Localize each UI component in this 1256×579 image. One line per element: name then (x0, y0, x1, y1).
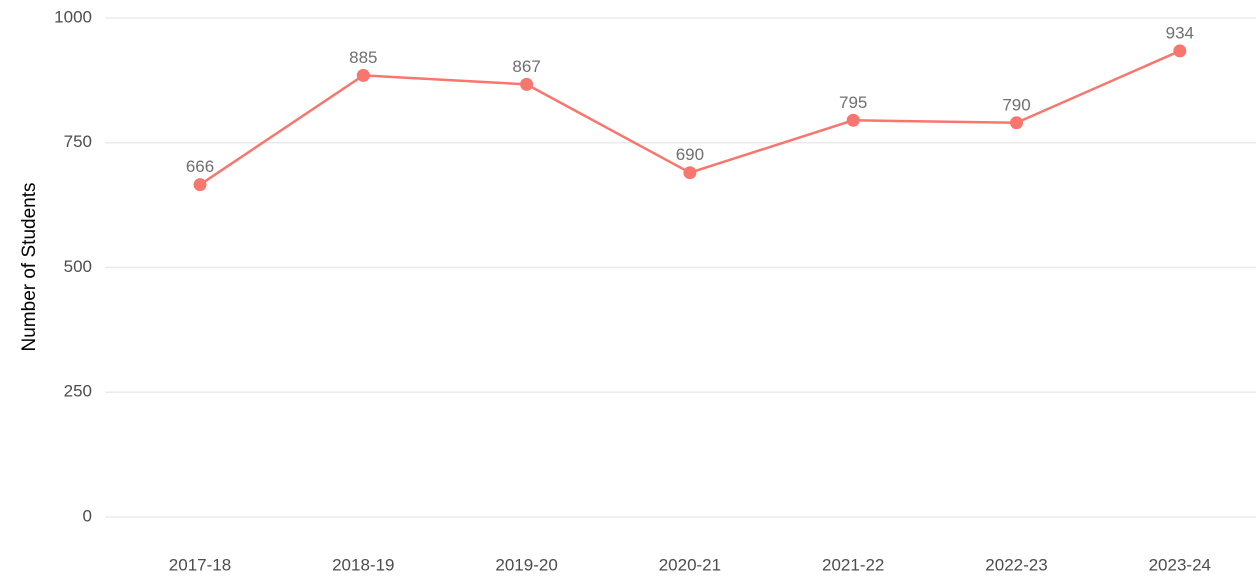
x-tick-label: 2019-20 (495, 555, 557, 574)
data-point (683, 166, 697, 180)
y-tick-label: 250 (64, 382, 92, 401)
data-point (356, 68, 370, 82)
data-label: 867 (512, 57, 540, 76)
x-tick-label: 2017-18 (169, 555, 231, 574)
data-label: 934 (1166, 23, 1194, 42)
x-tick-label: 2021-22 (822, 555, 884, 574)
y-tick-label: 750 (64, 132, 92, 151)
x-tick-label: 2023-24 (1149, 555, 1211, 574)
y-tick-label: 1000 (54, 7, 92, 26)
data-label: 790 (1002, 95, 1030, 114)
x-tick-label: 2018-19 (332, 555, 394, 574)
x-tick-label: 2020-21 (659, 555, 721, 574)
data-point (520, 77, 534, 91)
y-axis-title: Number of Students (19, 183, 40, 352)
data-label: 666 (186, 157, 214, 176)
data-point (193, 178, 207, 192)
y-tick-label: 0 (83, 506, 92, 525)
data-label: 795 (839, 93, 867, 112)
data-point (1010, 116, 1023, 130)
y-tick-label: 500 (64, 257, 92, 276)
x-tick-label: 2022-23 (985, 555, 1047, 574)
data-point (1173, 44, 1187, 58)
data-label: 690 (676, 145, 704, 164)
data-line (199, 49, 1181, 186)
data-point (846, 113, 860, 127)
data-label: 885 (349, 48, 377, 67)
